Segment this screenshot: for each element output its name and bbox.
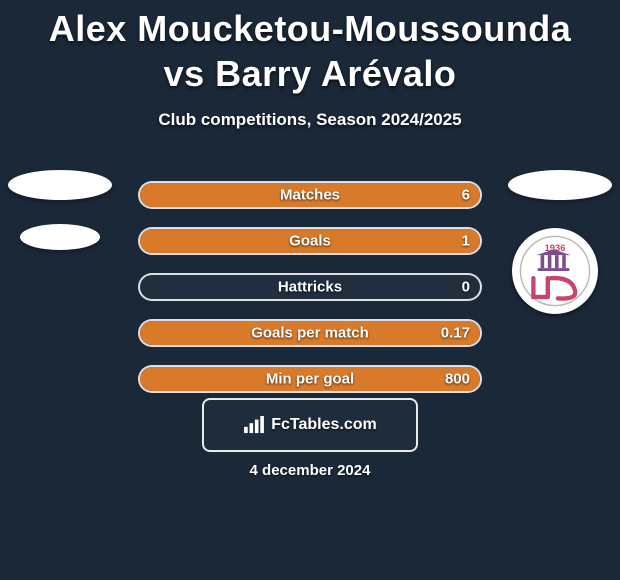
stat-row: Goals per match0.17: [0, 310, 620, 356]
comparison-card: Alex Moucketou-Moussounda vs Barry Aréva…: [0, 0, 620, 580]
page-title: Alex Moucketou-Moussounda vs Barry Aréva…: [0, 0, 620, 96]
bar-chart-icon: [243, 416, 265, 434]
subtitle: Club competitions, Season 2024/2025: [0, 110, 620, 130]
stat-bar: Min per goal: [138, 365, 482, 393]
stat-value-right: 1: [462, 233, 470, 250]
stat-fill-right: [140, 183, 480, 207]
stat-row: Goals1: [0, 218, 620, 264]
stat-bar: Goals per match: [138, 319, 482, 347]
stats-rows: Matches6Goals1Hattricks0Goals per match0…: [0, 172, 620, 402]
stat-value-right: 800: [445, 371, 470, 388]
stat-value-right: 0: [462, 279, 470, 296]
stat-fill-right: [140, 229, 480, 253]
brand-pill[interactable]: FcTables.com: [202, 398, 418, 452]
stat-row: Matches6: [0, 172, 620, 218]
stat-value-right: 0.17: [441, 325, 470, 342]
stat-fill-right: [140, 321, 480, 345]
stat-bar: Goals: [138, 227, 482, 255]
brand-text: FcTables.com: [271, 416, 377, 434]
date-label: 4 december 2024: [0, 462, 620, 479]
stat-row: Min per goal800: [0, 356, 620, 402]
stat-bar: Matches: [138, 181, 482, 209]
stat-bar: Hattricks: [138, 273, 482, 301]
stat-value-right: 6: [462, 187, 470, 204]
stat-row: Hattricks0: [0, 264, 620, 310]
stat-fill-right: [140, 367, 480, 391]
